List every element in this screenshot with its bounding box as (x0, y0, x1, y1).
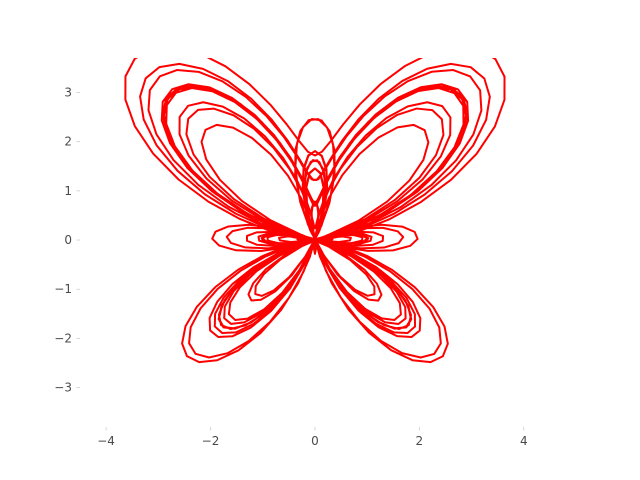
y-tick-label: −2 (54, 331, 72, 345)
y-tick-label: 3 (64, 85, 72, 99)
y-tick-label: 0 (64, 233, 72, 247)
x-tick-label: −4 (97, 434, 115, 448)
x-tick-label: 4 (520, 434, 528, 448)
x-tick-label: −2 (202, 434, 220, 448)
y-tick-label: −3 (54, 381, 72, 395)
x-tick-label: 0 (311, 434, 319, 448)
curve-layer (124, 58, 506, 364)
x-axis: −4 −2 0 2 4 (97, 427, 528, 448)
y-axis: 3 2 1 0 −1 −2 −3 (54, 85, 80, 395)
butterfly-curve-series-0 (124, 58, 506, 364)
y-tick-label: 2 (64, 135, 72, 149)
y-tick-label: −1 (54, 282, 72, 296)
x-tick-label: 2 (416, 434, 424, 448)
y-tick-label: 1 (64, 184, 72, 198)
